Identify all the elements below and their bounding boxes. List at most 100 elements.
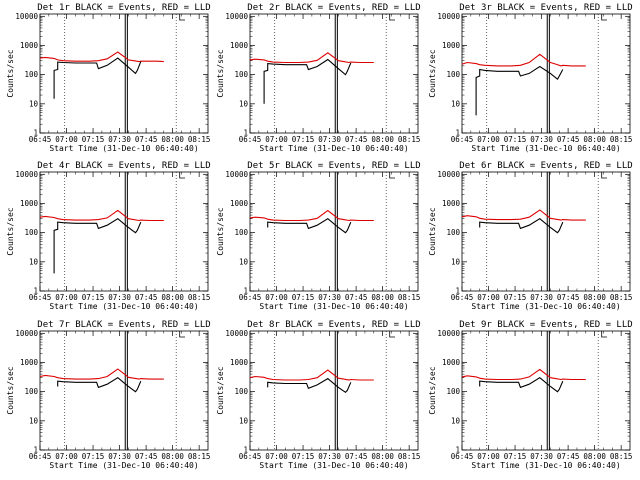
- y-tick-label: 10: [29, 416, 39, 425]
- x-tick-label: 08:00: [583, 452, 606, 461]
- x-axis-label: Start Time (31-Dec-10 06:40:40): [49, 144, 198, 153]
- x-axis-label: Start Time (31-Dec-10 06:40:40): [259, 144, 408, 153]
- y-tick-label: 10: [451, 257, 461, 266]
- lld-series-line: [461, 53, 586, 67]
- y-tick-label: 100: [234, 387, 248, 396]
- x-tick-label: 08:00: [371, 452, 394, 461]
- y-tick-label: 1: [33, 446, 38, 455]
- y-tick-label: 1000: [20, 358, 39, 367]
- y-tick-label: 1: [243, 287, 248, 296]
- x-tick-label: 07:45: [345, 293, 368, 302]
- x-tick-label: 06:45: [239, 293, 262, 302]
- x-tick-label: 07:45: [135, 135, 158, 144]
- x-tick-label: 06:45: [239, 452, 262, 461]
- events-series-line: [57, 377, 142, 393]
- events-series-line: [479, 377, 564, 393]
- y-tick-label: 1: [455, 129, 460, 138]
- panel-title: Det 1r BLACK = Events, RED = LLD: [37, 3, 210, 13]
- x-tick-label: 08:00: [371, 135, 394, 144]
- x-tick-label: 07:45: [557, 452, 580, 461]
- y-tick-label: 10: [29, 257, 39, 266]
- detector-panel-9r: Det 9r BLACK = Events, RED = LLD 1 10 100 10…: [428, 320, 633, 470]
- panel-title: Det 2r BLACK = Events, RED = LLD: [247, 3, 420, 13]
- lld-series-line: [39, 51, 164, 63]
- lld-series-line: [249, 209, 374, 222]
- x-axis-label: Start Time (31-Dec-10 06:40:40): [471, 302, 620, 311]
- detector-panel-6r: Det 6r BLACK = Events, RED = LLD 1 10 100 10…: [428, 161, 633, 311]
- panel-title: Det 9r BLACK = Events, RED = LLD: [459, 320, 632, 330]
- x-tick-label: 08:15: [188, 452, 211, 461]
- x-tick-label: 08:00: [161, 135, 184, 144]
- x-tick-label: 08:15: [398, 452, 421, 461]
- y-tick-label: 10000: [225, 12, 248, 21]
- x-tick-label: 08:15: [398, 293, 421, 302]
- y-tick-label: 100: [446, 228, 460, 237]
- bracket-marker: [601, 172, 608, 179]
- x-tick-label: 08:15: [188, 135, 211, 144]
- x-tick-label: 08:00: [583, 135, 606, 144]
- x-tick-label: 08:00: [583, 293, 606, 302]
- bracket-marker: [389, 172, 396, 179]
- bracket-marker: [179, 172, 186, 179]
- x-tick-label: 08:15: [398, 135, 421, 144]
- y-axis-label: Counts/sec: [216, 49, 225, 97]
- bracket-marker: [601, 331, 608, 338]
- y-axis-label: Counts/sec: [428, 207, 437, 255]
- y-tick-label: 1000: [230, 199, 249, 208]
- y-axis-label: Counts/sec: [216, 207, 225, 255]
- detector-panel-5r: Det 5r BLACK = Events, RED = LLD 1 10 100 10…: [216, 161, 421, 311]
- y-tick-label: 10000: [15, 12, 38, 21]
- y-tick-label: 1000: [442, 358, 461, 367]
- y-tick-label: 10: [239, 257, 249, 266]
- y-tick-label: 10000: [15, 170, 38, 179]
- y-tick-label: 1: [33, 287, 38, 296]
- y-tick-label: 10: [451, 416, 461, 425]
- x-tick-label: 07:00: [55, 293, 78, 302]
- y-tick-label: 10000: [437, 170, 460, 179]
- y-tick-label: 1: [455, 287, 460, 296]
- events-series-line: [267, 377, 352, 394]
- plot-frame: [249, 330, 419, 451]
- x-tick-label: 08:00: [371, 293, 394, 302]
- x-tick-label: 07:15: [292, 135, 315, 144]
- x-tick-label: 07:00: [477, 135, 500, 144]
- y-tick-label: 10000: [15, 329, 38, 338]
- x-tick-label: 08:00: [161, 452, 184, 461]
- bracket-marker: [389, 331, 396, 338]
- x-tick-label: 07:15: [504, 135, 527, 144]
- y-tick-label: 10: [239, 416, 249, 425]
- x-tick-label: 07:00: [55, 135, 78, 144]
- detector-panel-1r: Det 1r BLACK = Events, RED = LLD 1 10 100 10…: [6, 3, 211, 153]
- y-axis-label: Counts/sec: [428, 49, 437, 97]
- y-axis-label: Counts/sec: [6, 49, 15, 97]
- x-tick-label: 07:30: [108, 135, 131, 144]
- y-tick-label: 10000: [225, 329, 248, 338]
- x-tick-label: 06:45: [29, 135, 52, 144]
- detector-panel-7r: Det 7r BLACK = Events, RED = LLD 1 10 100 10…: [6, 320, 211, 470]
- bracket-marker: [389, 14, 396, 21]
- y-tick-label: 100: [24, 70, 38, 79]
- y-tick-label: 1000: [442, 41, 461, 50]
- x-axis-label: Start Time (31-Dec-10 06:40:40): [471, 144, 620, 153]
- lld-series-line: [249, 369, 374, 381]
- events-series-line: [479, 218, 564, 234]
- y-tick-label: 1000: [20, 199, 39, 208]
- y-tick-label: 10: [451, 99, 461, 108]
- y-tick-label: 10000: [225, 170, 248, 179]
- y-tick-label: 1: [455, 446, 460, 455]
- x-tick-label: 07:15: [82, 452, 105, 461]
- y-tick-label: 1000: [442, 199, 461, 208]
- x-tick-label: 06:45: [451, 135, 474, 144]
- x-tick-label: 07:15: [292, 452, 315, 461]
- y-tick-label: 10000: [437, 329, 460, 338]
- x-tick-label: 08:15: [610, 135, 633, 144]
- x-tick-label: 07:30: [530, 135, 553, 144]
- lld-series-line: [249, 52, 374, 64]
- x-tick-label: 07:15: [504, 452, 527, 461]
- x-tick-label: 07:15: [82, 293, 105, 302]
- panel-title: Det 5r BLACK = Events, RED = LLD: [247, 161, 420, 171]
- x-tick-label: 06:45: [29, 452, 52, 461]
- x-tick-label: 07:00: [55, 452, 78, 461]
- x-tick-label: 07:00: [265, 293, 288, 302]
- events-series-line: [53, 57, 142, 99]
